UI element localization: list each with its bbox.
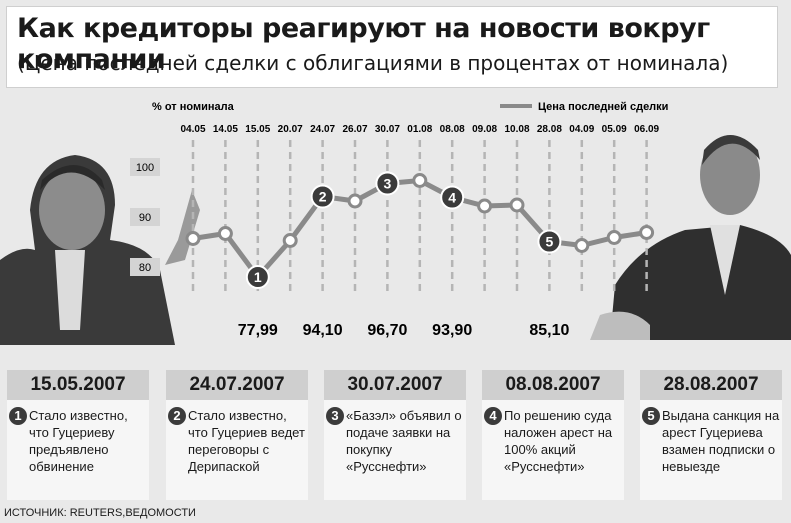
x-tick-label: 06.09 <box>634 124 659 135</box>
data-point <box>347 193 363 209</box>
value-label: 85,10 <box>529 322 569 339</box>
event-date: 15.05.2007 <box>7 370 149 400</box>
event-card: 30.07.2007 3 «Базэл» объявил о подаче заяв… <box>324 370 466 500</box>
y-tick-box <box>130 158 160 176</box>
data-point <box>574 238 590 253</box>
x-tick-label: 04.09 <box>569 124 594 135</box>
x-tick-label: 30.07 <box>375 124 400 135</box>
data-point <box>509 197 525 213</box>
data-point <box>477 198 493 214</box>
data-point <box>217 226 233 241</box>
data-point <box>606 230 622 245</box>
event-marker <box>245 265 270 290</box>
event-date: 24.07.2007 <box>166 370 308 400</box>
value-label: 93,90 <box>432 322 472 339</box>
x-tick-label: 15.05 <box>245 124 270 135</box>
event-marker <box>310 184 335 209</box>
x-tick-label: 08.08 <box>440 124 465 135</box>
y-tick-label: 100 <box>136 162 154 174</box>
chart-title: Как кредиторы реагируют на новости вокру… <box>17 13 710 75</box>
x-tick-label: 01.08 <box>407 124 432 135</box>
x-tick-label: 09.08 <box>472 124 497 135</box>
x-tick-label: 14.05 <box>213 124 238 135</box>
y-tick-label: 90 <box>139 212 151 224</box>
legend-label: Цена последней сделки <box>538 101 668 113</box>
event-card: 28.08.2007 5 Выдана санкция на арест Гуцер… <box>640 370 782 500</box>
event-marker-number: 2 <box>319 189 327 205</box>
value-label: 77,99 <box>238 322 278 339</box>
event-date: 30.07.2007 <box>324 370 466 400</box>
event-card: 15.05.2007 1 Стало известно, что Гуцериеву… <box>7 370 149 500</box>
event-number-badge: 5 <box>642 407 660 425</box>
event-description: Выдана санкция на арест Гуцериева взамен… <box>662 408 780 474</box>
event-description: «Базэл» объявил о подаче заявки на покуп… <box>346 408 462 474</box>
data-point <box>185 231 201 246</box>
event-card: 24.07.2007 2 Стало известно, что Гуцериев … <box>166 370 308 500</box>
event-marker <box>375 171 400 196</box>
value-label: 94,10 <box>303 322 343 339</box>
data-point <box>639 225 655 240</box>
y-axis-label: % от номинала <box>152 101 235 113</box>
chart-subtitle: (Цена последней сделки с облигациями в п… <box>17 51 729 75</box>
event-marker-number: 5 <box>546 234 554 250</box>
event-number-badge: 3 <box>326 407 344 425</box>
value-label: 96,70 <box>367 322 407 339</box>
y-tick-box <box>130 258 160 276</box>
event-marker <box>440 185 465 210</box>
source-note: ИСТОЧНИК: REUTERS,ВЕДОМОСТИ <box>4 507 196 519</box>
event-description: Стало известно, что Гуцериев ведет перег… <box>188 408 305 474</box>
event-date: 28.08.2007 <box>640 370 782 400</box>
x-tick-label: 10.08 <box>504 124 529 135</box>
x-tick-label: 04.05 <box>180 124 205 135</box>
event-number-badge: 4 <box>484 407 502 425</box>
data-point <box>282 233 298 248</box>
event-marker-number: 3 <box>384 176 392 192</box>
chart-header: Как кредиторы реагируют на новости вокру… <box>6 6 778 88</box>
data-point <box>412 173 428 188</box>
event-description: По решению суда наложен арест на 100% ак… <box>504 408 613 474</box>
y-tick-box <box>130 208 160 226</box>
left-portrait-image <box>0 155 200 345</box>
event-marker-number: 4 <box>448 190 456 206</box>
event-card: 08.08.2007 4 По решению суда наложен арест… <box>482 370 624 500</box>
x-tick-label: 20.07 <box>278 124 303 135</box>
event-marker-number: 1 <box>254 269 262 285</box>
event-date: 08.08.2007 <box>482 370 624 400</box>
x-tick-label: 24.07 <box>310 124 335 135</box>
y-tick-label: 80 <box>139 262 151 274</box>
event-description: Стало известно, что Гуцериеву предъявлен… <box>29 408 128 474</box>
event-number-badge: 1 <box>9 407 27 425</box>
right-portrait-image <box>590 135 791 340</box>
event-marker <box>537 229 562 254</box>
x-tick-label: 26.07 <box>342 124 367 135</box>
event-number-badge: 2 <box>168 407 186 425</box>
x-tick-label: 05.09 <box>602 124 627 135</box>
x-tick-label: 28.08 <box>537 124 562 135</box>
